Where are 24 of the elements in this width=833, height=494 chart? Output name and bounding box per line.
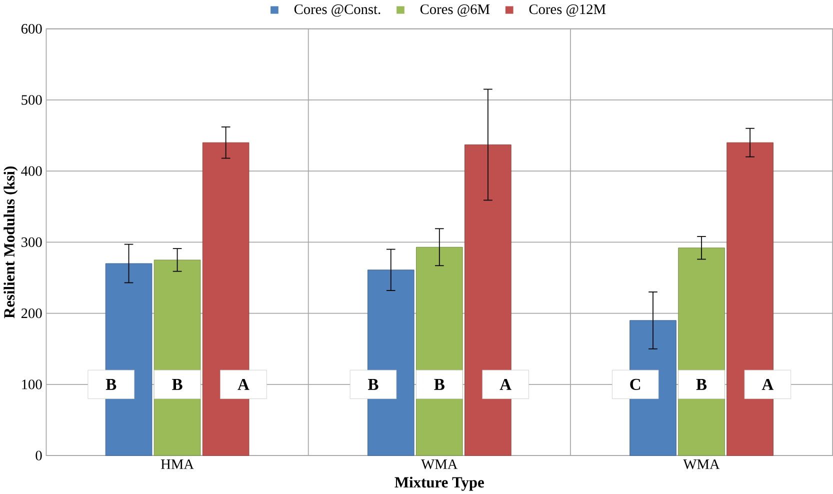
data-label: B: [368, 378, 378, 390]
x-tick-label: HMA: [160, 459, 194, 469]
y-tick-label: 600: [21, 24, 42, 34]
y-axis-title: Resilient Modulus (ksi): [4, 166, 18, 318]
legend-label: Cores @Const.: [294, 4, 380, 16]
data-label: B: [172, 378, 182, 390]
data-label: B: [696, 378, 707, 390]
x-tick-label: WMA: [421, 459, 458, 469]
legend-label: Cores @6M: [420, 4, 490, 16]
legend-label: Cores @12M: [529, 4, 606, 16]
x-tick-label: WMA: [683, 459, 720, 469]
y-tick-label: 300: [22, 237, 42, 247]
y-tick-label: 0: [36, 450, 42, 460]
x-axis-title: Mixture Type: [394, 476, 484, 491]
data-label: B: [434, 378, 444, 390]
data-label: A: [762, 378, 774, 390]
y-tick-label: 500: [22, 94, 42, 105]
y-tick-label: 200: [21, 308, 42, 318]
data-label: A: [500, 378, 512, 390]
data-label: C: [630, 378, 640, 390]
data-label: B: [106, 378, 116, 390]
y-tick-label: 100: [22, 379, 42, 390]
y-tick-label: 400: [21, 166, 42, 176]
data-label: A: [238, 378, 250, 390]
